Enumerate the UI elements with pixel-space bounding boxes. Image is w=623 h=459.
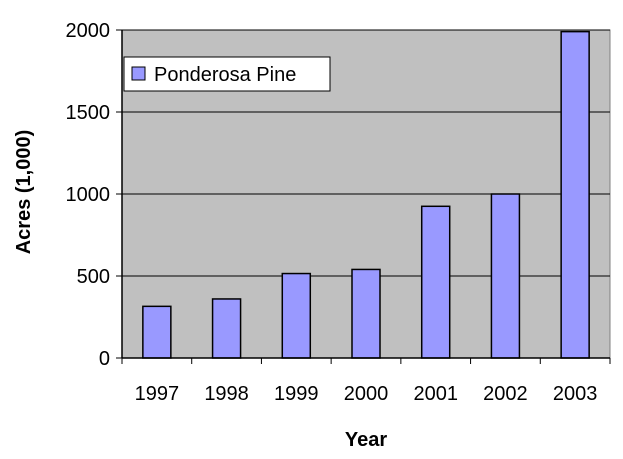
bar-1999 bbox=[281, 272, 312, 359]
x-tick-label: 1998 bbox=[204, 383, 249, 405]
bar-2000 bbox=[351, 268, 381, 359]
x-axis-title: Year bbox=[345, 429, 387, 451]
y-tick-label: 0 bbox=[99, 348, 110, 370]
y-tick-label: 1500 bbox=[66, 102, 111, 124]
bar-2001 bbox=[420, 205, 451, 359]
bar-1997 bbox=[142, 305, 172, 359]
x-tick-label: 1999 bbox=[274, 383, 319, 405]
x-ticks: 1997 1998 1999 2000 2001 2002 2003 bbox=[121, 358, 611, 405]
y-tick-label: 1000 bbox=[66, 184, 111, 206]
x-tick-label: 1997 bbox=[135, 383, 180, 405]
bar-2003 bbox=[560, 30, 590, 359]
bar-2002 bbox=[490, 193, 521, 359]
legend-swatch bbox=[131, 66, 146, 81]
y-axis-title: Acres (1,000) bbox=[13, 130, 35, 255]
legend-label: Ponderosa Pine bbox=[154, 64, 296, 86]
y-ticks: 0 500 1000 1500 2000 bbox=[66, 20, 122, 370]
x-tick-label: 2001 bbox=[413, 383, 458, 405]
bar-1998 bbox=[211, 298, 242, 359]
legend: Ponderosa Pine bbox=[123, 56, 331, 92]
x-tick-label: 2003 bbox=[553, 383, 598, 405]
x-tick-label: 2000 bbox=[344, 383, 389, 405]
y-tick-label: 500 bbox=[77, 266, 110, 288]
x-tick-label: 2002 bbox=[483, 383, 528, 405]
y-tick-label: 2000 bbox=[66, 20, 111, 42]
legend-box bbox=[123, 56, 331, 92]
